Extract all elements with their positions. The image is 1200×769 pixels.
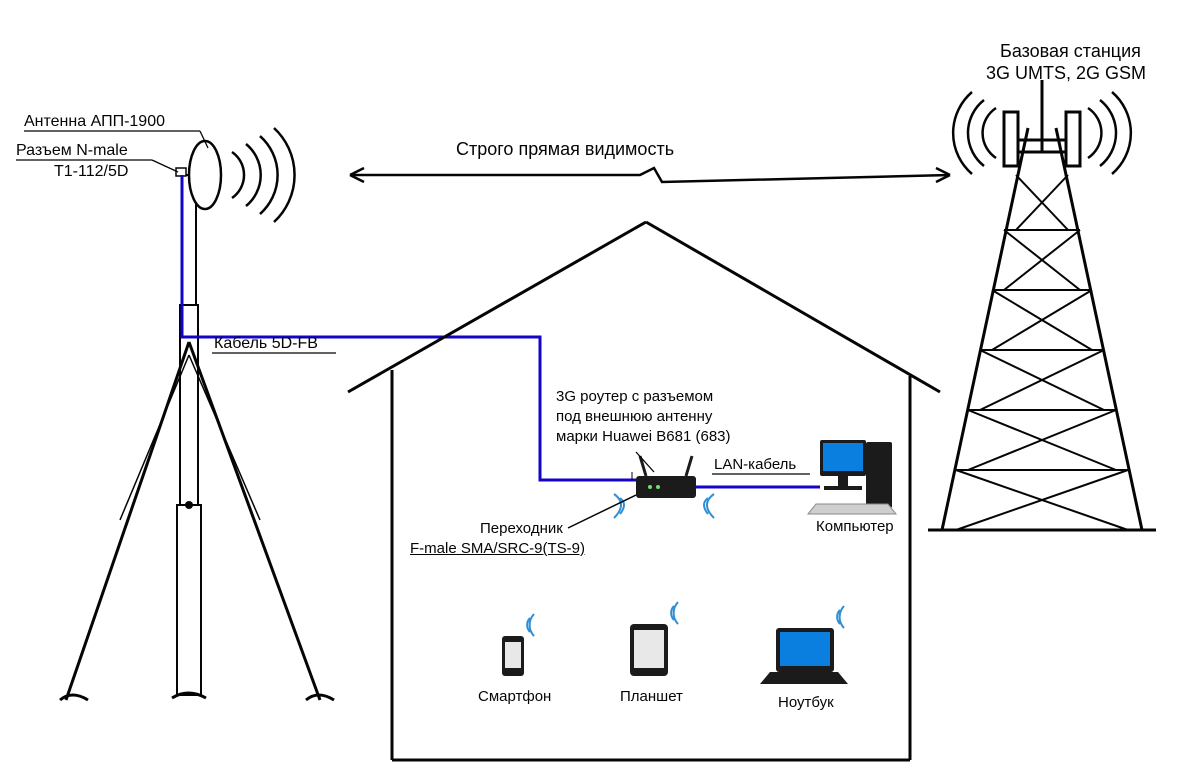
line-of-sight-arrow (350, 168, 950, 182)
base-station-label-1: Базовая станция (1000, 40, 1190, 63)
smartphone-icon (502, 614, 534, 676)
tablet-icon (630, 602, 678, 676)
lan-cable-label: LAN-кабель (714, 456, 796, 475)
computer-icon (808, 440, 896, 514)
adapter-label-1: Переходник (480, 520, 563, 539)
adapter-label-2: F-male SMA/SRC-9(TS-9) (410, 540, 585, 559)
router-label-3: марки Huawei B681 (683) (556, 428, 731, 447)
computer-label: Компьютер (816, 518, 894, 537)
base-station-tower (928, 80, 1156, 530)
connector-n-label: Разъем N-male (16, 141, 128, 161)
line-of-sight-label: Строго прямая видимость (456, 138, 674, 161)
antenna-signal-arcs (232, 128, 295, 222)
adapter-leader (568, 495, 636, 528)
base-station-label-2: 3G UMTS, 2G GSM (986, 62, 1146, 85)
router-label-1: 3G роутер с разъемом (556, 388, 713, 407)
connector-n-sub-label: T1-112/5D (54, 162, 128, 182)
smartphone-label: Смартфон (478, 688, 551, 707)
antenna-mast (60, 175, 334, 700)
diagram-canvas: Антенна АПП-1900 Разъем N-male T1-112/5D… (0, 0, 1200, 769)
antenna-label: Антенна АПП-1900 (24, 112, 165, 132)
diagram-svg (0, 0, 1200, 769)
laptop-icon (760, 606, 848, 684)
laptop-label: Ноутбук (778, 694, 834, 713)
router-label-2: под внешнюю антенну (556, 408, 712, 427)
cable-5dfb-label: Кабель 5D-FB (214, 334, 318, 354)
tablet-label: Планшет (620, 688, 683, 707)
